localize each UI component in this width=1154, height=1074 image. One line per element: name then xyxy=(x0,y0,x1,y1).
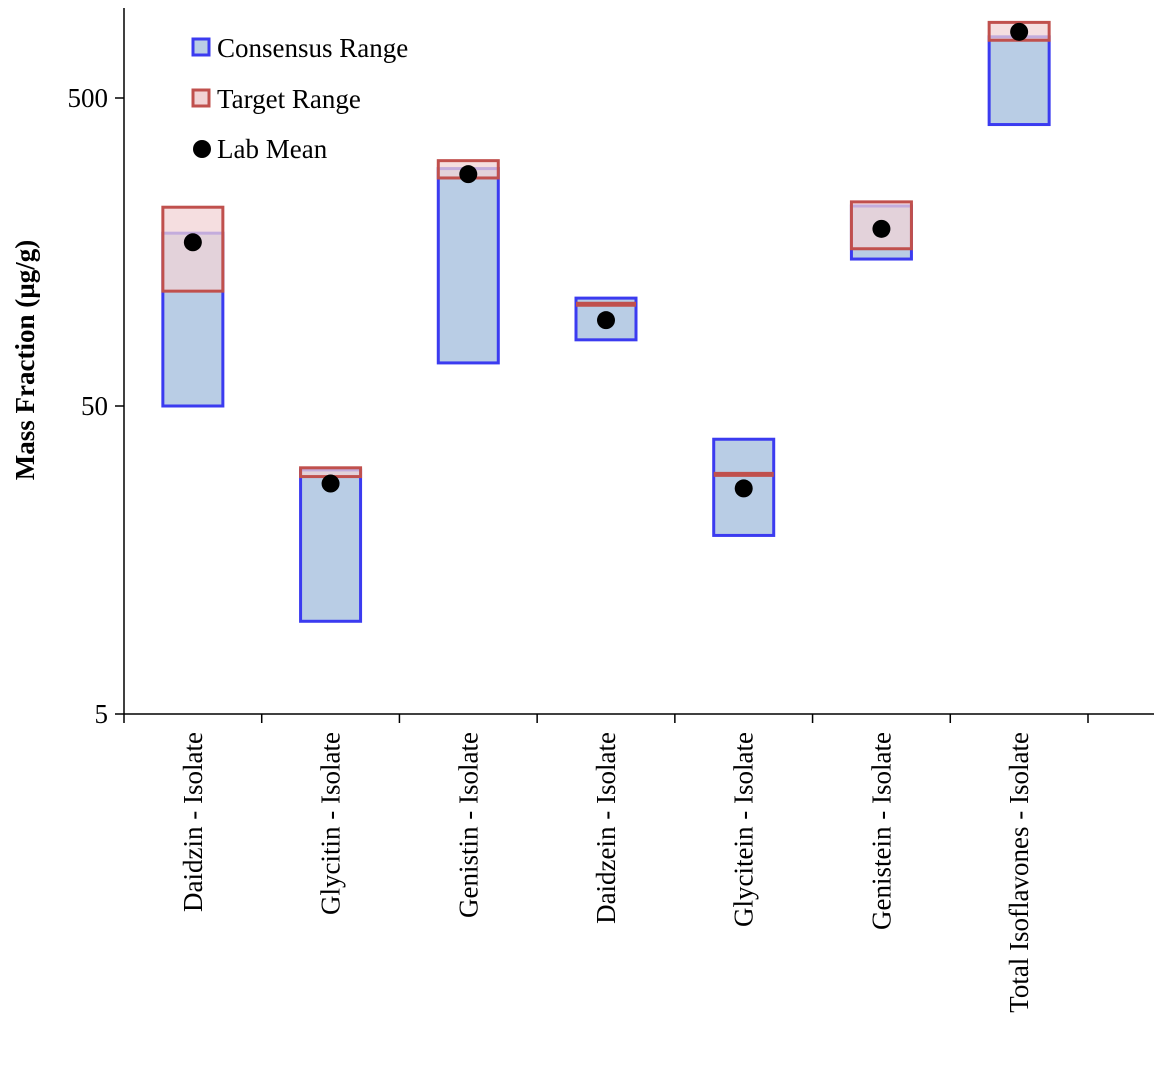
lab-mean-point xyxy=(872,219,891,238)
lab-mean-point xyxy=(734,479,753,498)
lab-mean-point xyxy=(1010,22,1029,41)
lab-mean-point xyxy=(459,165,478,184)
x-tick-label: Glycitin - Isolate xyxy=(316,732,346,915)
consensus-range-bar xyxy=(299,468,363,623)
legend-swatch-target xyxy=(191,88,211,108)
x-tick-label: Daidzein - Isolate xyxy=(591,732,621,924)
plot-area xyxy=(161,20,1051,623)
consensus-range-bar xyxy=(987,35,1051,127)
x-tick-label: Total Isoflavones - Isolate xyxy=(1004,732,1034,1013)
x-tick-label: Genistein - Isolate xyxy=(866,732,896,930)
y-tick-label: 50 xyxy=(81,391,108,421)
axes: Mass Fraction (µg/g) 5 50 500 Daidzin - Iso… xyxy=(10,8,1154,1013)
legend-label-target: Target Range xyxy=(217,84,361,114)
legend-swatch-consensus xyxy=(191,37,211,57)
x-tick-label: Daidzin - Isolate xyxy=(178,732,208,912)
y-axis-title: Mass Fraction (µg/g) xyxy=(10,240,40,481)
y-tick-label: 5 xyxy=(95,699,109,729)
x-tick-label: Glycitein - Isolate xyxy=(729,732,759,927)
legend-marker-lab-mean xyxy=(193,140,211,158)
lab-mean-point xyxy=(321,474,340,493)
consensus-range-bar xyxy=(436,167,500,365)
lab-mean-point xyxy=(597,311,615,330)
legend: Consensus Range Target Range Lab Mean xyxy=(191,33,408,164)
legend-label-lab-mean: Lab Mean xyxy=(217,134,328,164)
y-tick-label: 500 xyxy=(68,83,109,113)
x-tick-label: Genistin - Isolate xyxy=(453,732,483,918)
lab-mean-point xyxy=(183,233,202,252)
legend-label-consensus: Consensus Range xyxy=(217,33,408,63)
